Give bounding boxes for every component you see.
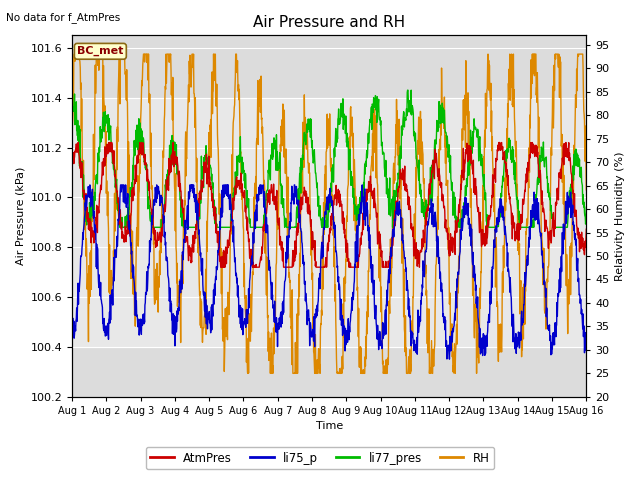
- Y-axis label: Air Pressure (kPa): Air Pressure (kPa): [15, 167, 25, 265]
- Y-axis label: Relativity Humidity (%): Relativity Humidity (%): [615, 151, 625, 281]
- Text: BC_met: BC_met: [77, 46, 124, 57]
- Text: No data for f_AtmPres: No data for f_AtmPres: [6, 12, 121, 23]
- Title: Air Pressure and RH: Air Pressure and RH: [253, 15, 405, 30]
- Bar: [72, 97, 586, 347]
- Legend: AtmPres, li75_p, li77_pres, RH: AtmPres, li75_p, li77_pres, RH: [146, 447, 494, 469]
- X-axis label: Time: Time: [316, 421, 343, 432]
